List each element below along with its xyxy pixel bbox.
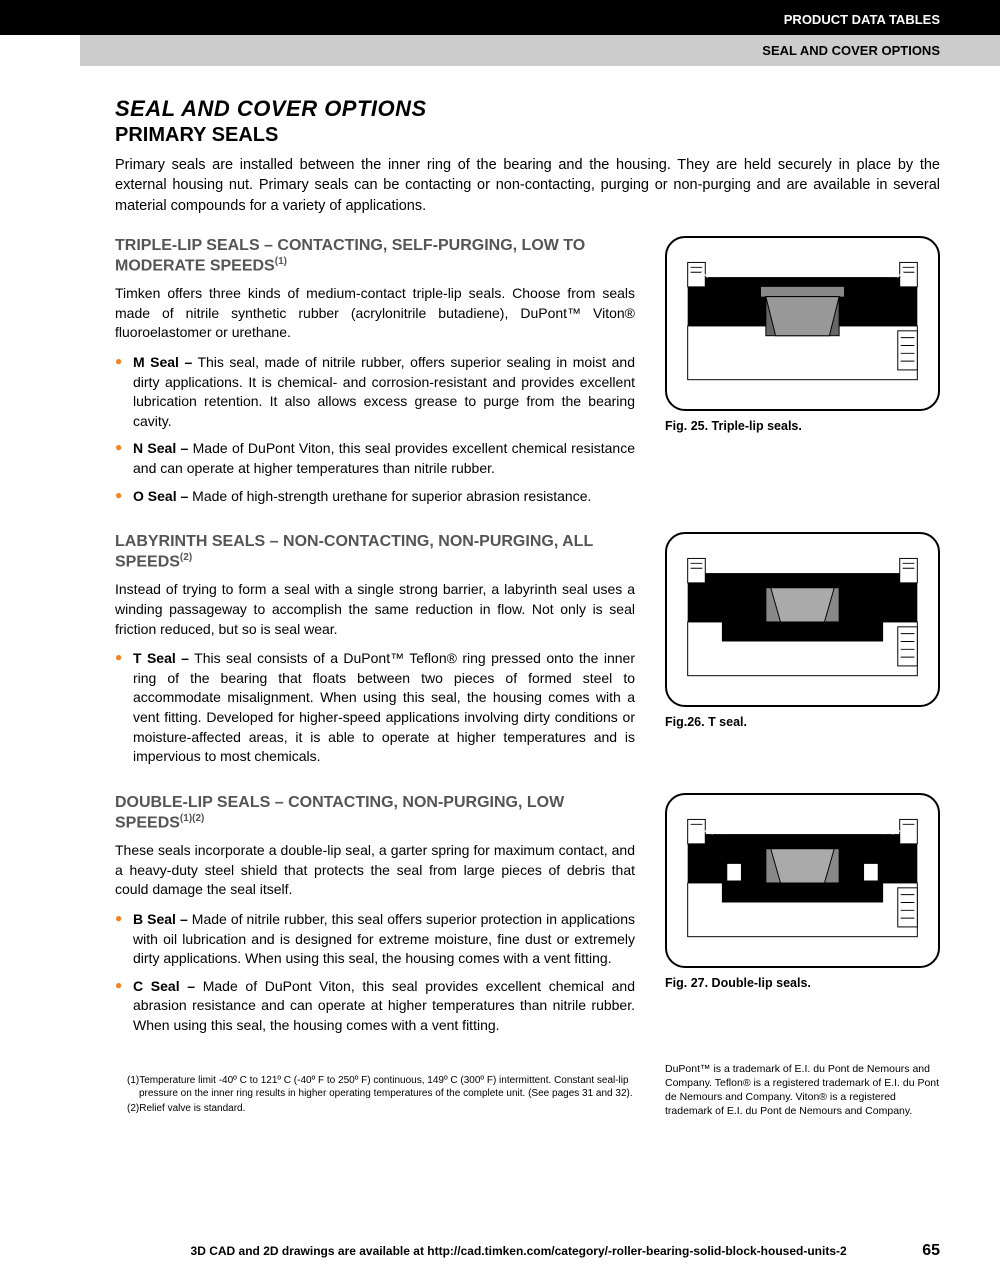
intro-paragraph: Primary seals are installed between the …: [115, 155, 940, 216]
section-intro: Timken offers three kinds of medium-cont…: [115, 284, 635, 343]
trademark-notice: DuPont™ is a trademark of E.I. du Pont d…: [665, 1062, 940, 1119]
figure-caption: Fig. 25. Triple-lip seals.: [665, 419, 940, 433]
section-heading: DOUBLE-LIP SEALS – CONTACTING, NON-PURGI…: [115, 793, 635, 833]
list-item: M Seal – This seal, made of nitrile rubb…: [115, 353, 635, 431]
figure-triple-lip: [665, 236, 940, 411]
seal-list: B Seal – Made of nitrile rubber, this se…: [115, 910, 635, 1036]
header-black: PRODUCT DATA TABLES: [0, 0, 1000, 35]
footnote: (2)Relief valve is standard.: [127, 1102, 635, 1115]
page-number: 65: [922, 1242, 940, 1260]
header-gray: SEAL AND COVER OPTIONS: [80, 35, 1000, 66]
list-item: N Seal – Made of DuPont Viton, this seal…: [115, 439, 635, 478]
figure-t-seal: [665, 532, 940, 707]
seal-list: M Seal – This seal, made of nitrile rubb…: [115, 353, 635, 506]
section-labyrinth: LABYRINTH SEALS – NON-CONTACTING, NON-PU…: [115, 532, 940, 775]
section-double-lip: DOUBLE-LIP SEALS – CONTACTING, NON-PURGI…: [115, 793, 940, 1044]
section-intro: Instead of trying to form a seal with a …: [115, 580, 635, 639]
seal-list: T Seal – This seal consists of a DuPont™…: [115, 649, 635, 767]
figure-caption: Fig.26. T seal.: [665, 715, 940, 729]
figure-caption: Fig. 27. Double-lip seals.: [665, 976, 940, 990]
list-item: T Seal – This seal consists of a DuPont™…: [115, 649, 635, 767]
section-heading: LABYRINTH SEALS – NON-CONTACTING, NON-PU…: [115, 532, 635, 572]
section-triple-lip: TRIPLE-LIP SEALS – CONTACTING, SELF-PURG…: [115, 236, 940, 514]
section-intro: These seals incorporate a double-lip sea…: [115, 841, 635, 900]
page-footer: 3D CAD and 2D drawings are available at …: [115, 1242, 940, 1260]
figure-double-lip: [665, 793, 940, 968]
page-content: SEAL AND COVER OPTIONS PRIMARY SEALS Pri…: [0, 66, 1000, 1118]
list-item: O Seal – Made of high-strength urethane …: [115, 487, 635, 507]
section-heading: TRIPLE-LIP SEALS – CONTACTING, SELF-PURG…: [115, 236, 635, 276]
title-sub: PRIMARY SEALS: [115, 124, 940, 147]
list-item: B Seal – Made of nitrile rubber, this se…: [115, 910, 635, 969]
footnotes: (1)Temperature limit -40º C to 121º C (-…: [115, 1074, 635, 1115]
footnote: (1)Temperature limit -40º C to 121º C (-…: [127, 1074, 635, 1100]
title-main: SEAL AND COVER OPTIONS: [115, 96, 940, 122]
list-item: C Seal – Made of DuPont Viton, this seal…: [115, 977, 635, 1036]
footer-text: 3D CAD and 2D drawings are available at …: [115, 1244, 922, 1258]
